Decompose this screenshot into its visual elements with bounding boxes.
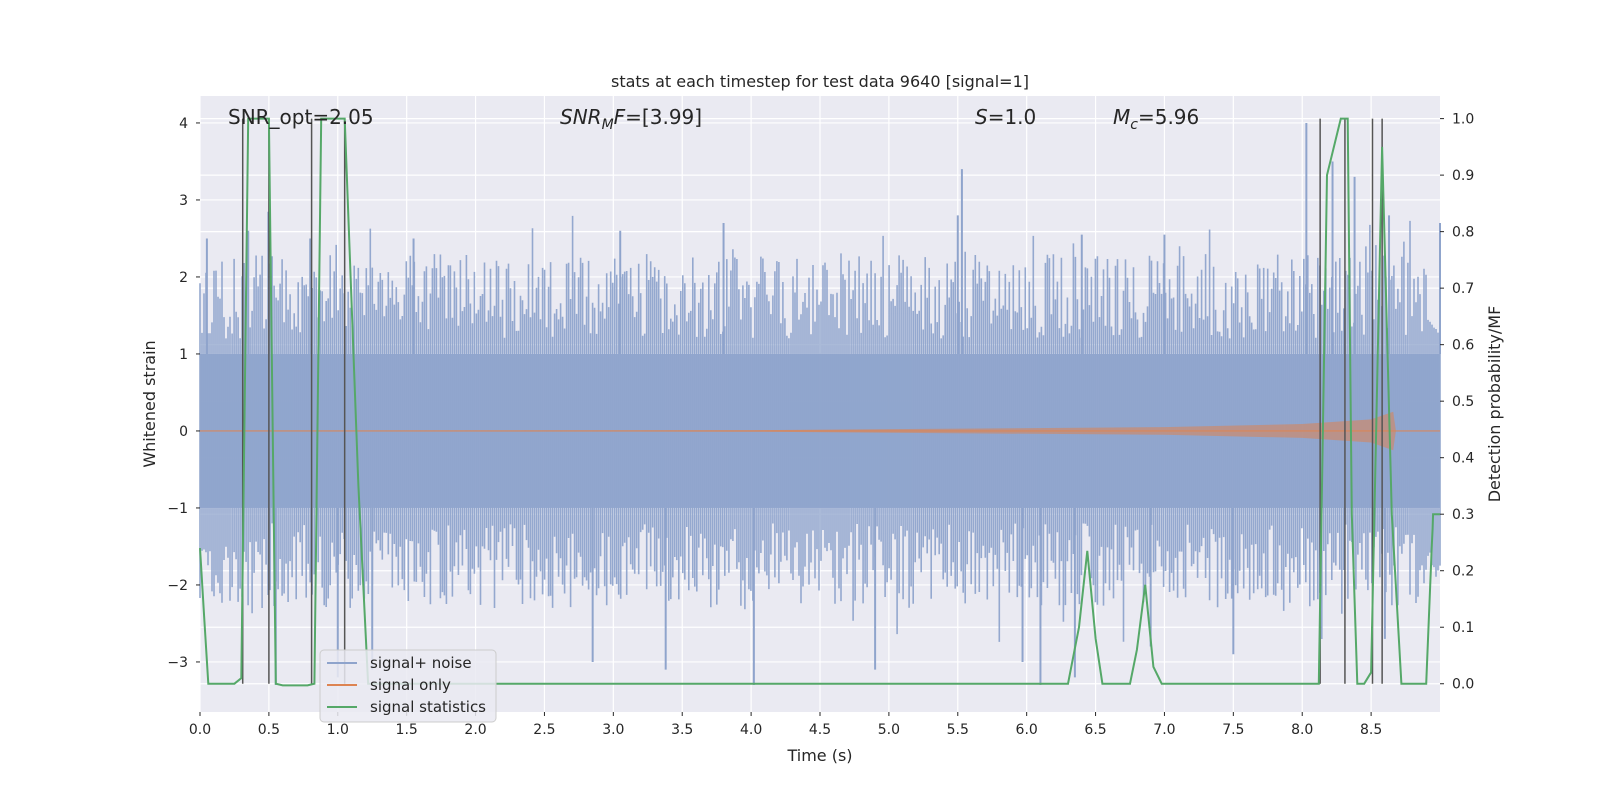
x-tick-label: 2.0 xyxy=(464,722,486,738)
y-right-tick-label: 0.6 xyxy=(1452,338,1474,354)
y-right-axis-label: Detection probability/MF xyxy=(1485,306,1504,503)
x-tick-label: 7.5 xyxy=(1222,722,1244,738)
x-tick-label: 1.5 xyxy=(396,722,418,738)
annotation-s: S=1.0 xyxy=(975,105,1036,129)
legend-label-noise: signal+ noise xyxy=(370,654,472,672)
y-left-tick-label: −2 xyxy=(167,578,188,594)
y-left-tick-label: 1 xyxy=(179,347,188,363)
chart-title: stats at each timestep for test data 964… xyxy=(611,72,1029,91)
x-tick-label: 3.5 xyxy=(671,722,693,738)
x-axis-ticks: 0.0 0.5 1.0 1.5 2.0 2.5 3.0 3.5 4.0 4.5 5.0 5.5 6.0 6… xyxy=(189,712,1382,738)
x-tick-label: 2.5 xyxy=(533,722,555,738)
y-left-tick-label: 2 xyxy=(179,270,188,286)
x-tick-label: 5.0 xyxy=(878,722,900,738)
x-tick-label: 1.0 xyxy=(327,722,349,738)
y-left-axis-label: Whitened strain xyxy=(140,340,159,467)
x-tick-label: 4.0 xyxy=(740,722,762,738)
x-tick-label: 4.5 xyxy=(809,722,831,738)
x-tick-label: 0.5 xyxy=(258,722,280,738)
x-tick-label: 0.0 xyxy=(189,722,211,738)
y-right-tick-label: 0.4 xyxy=(1452,451,1474,467)
x-tick-label: 5.5 xyxy=(947,722,969,738)
annotation-snr-opt: SNR_opt=2.05 xyxy=(228,105,374,129)
y-right-tick-label: 0.5 xyxy=(1452,394,1474,410)
y-left-axis-ticks: −3 −2 −1 0 1 2 3 4 xyxy=(167,116,200,671)
y-right-tick-label: 0.3 xyxy=(1452,507,1474,523)
y-right-tick-label: 0.7 xyxy=(1452,281,1474,297)
y-right-tick-label: 0.0 xyxy=(1452,677,1474,693)
annotation-snr-mf: SNRMF=[3.99] xyxy=(560,105,702,133)
y-left-tick-label: 4 xyxy=(179,116,188,132)
x-tick-label: 7.0 xyxy=(1153,722,1175,738)
legend-box xyxy=(319,649,497,723)
signal-statistics-line xyxy=(199,117,1440,687)
y-right-axis-ticks: 0.0 0.1 0.2 0.3 0.4 0.5 0.6 0.7 0.8 0.9 1.0 xyxy=(1440,112,1474,693)
y-left-tick-label: 0 xyxy=(179,424,188,440)
x-axis-label: Time (s) xyxy=(786,746,852,765)
y-right-tick-label: 0.9 xyxy=(1452,168,1474,184)
y-right-tick-label: 0.2 xyxy=(1452,564,1474,580)
signal-only-envelope xyxy=(200,411,1440,451)
x-tick-label: 8.5 xyxy=(1360,722,1382,738)
legend: signal+ noise signal only signal statist… xyxy=(319,649,497,723)
legend-label-signal: signal only xyxy=(370,676,451,694)
y-right-tick-label: 0.1 xyxy=(1452,620,1474,636)
y-left-tick-label: −3 xyxy=(167,655,188,671)
x-tick-label: 6.5 xyxy=(1084,722,1106,738)
legend-label-stats: signal statistics xyxy=(370,698,486,716)
y-right-tick-label: 1.0 xyxy=(1452,112,1474,128)
signal-statistics-series xyxy=(199,117,1440,687)
x-tick-label: 6.0 xyxy=(1016,722,1038,738)
y-left-tick-label: 3 xyxy=(179,193,188,209)
y-right-tick-label: 0.8 xyxy=(1452,225,1474,241)
y-left-tick-label: −1 xyxy=(167,501,188,517)
annotation-mc: Mc=5.96 xyxy=(1113,105,1199,133)
signal-only-series xyxy=(200,411,1440,451)
x-tick-label: 3.0 xyxy=(602,722,624,738)
x-tick-label: 8.0 xyxy=(1291,722,1313,738)
